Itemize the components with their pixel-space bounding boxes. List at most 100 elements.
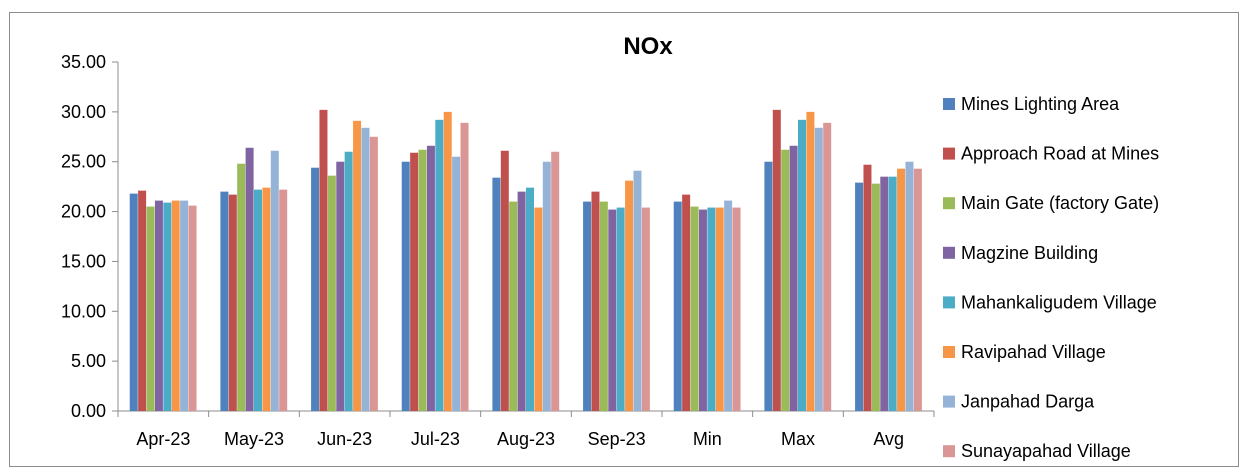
bar [336,161,345,411]
bar [880,176,889,411]
bar [888,176,897,411]
bar [798,119,806,411]
bar [625,180,634,411]
y-tick-label: 15.00 [61,251,106,271]
bar [138,190,147,411]
bar [492,177,501,411]
bar [764,161,773,411]
bar [279,189,288,411]
bar [361,127,370,411]
bar [517,191,526,411]
bar [715,207,724,411]
bar [871,183,880,411]
y-tick-label: 25.00 [61,152,106,172]
legend-swatch [943,98,955,110]
legend-swatch [943,296,955,309]
bar [814,127,823,411]
legend-swatch [943,147,955,160]
bar [781,149,790,411]
legend-label: Janpahad Darga [961,392,1095,412]
bar [418,149,427,411]
bar [180,200,189,411]
bar [673,201,682,411]
bar [410,152,419,412]
x-tick-label: Jul-23 [411,429,460,449]
bar [534,207,543,411]
bar [188,205,197,411]
tick-labels: 0.00 5.00 10.00 15.00 20.00 25.00 30.00 35.00 Ap… [61,52,904,449]
bar [608,209,617,411]
legend: Mines Lighting Area Approach Road at Mine… [943,94,1159,461]
bar [452,156,461,411]
legend-label: Mahankaligudem Village [961,292,1157,312]
bar [146,206,155,411]
chart-title: NOx [623,33,673,60]
bar [344,151,353,412]
legend-swatch [943,246,955,259]
y-tick-label: 10.00 [61,301,106,321]
bar [526,187,534,411]
bar [698,209,707,411]
bar [327,175,336,411]
bar [772,109,781,412]
legend-label: Approach Road at Mines [961,144,1159,164]
y-tick-label: 30.00 [61,102,106,122]
x-tick-label: Max [781,429,815,449]
y-tick-label: 0.00 [71,401,106,421]
bar [707,207,716,411]
bar [599,201,608,411]
x-tick-label: Avg [873,429,904,449]
bar [353,120,362,411]
bar [311,167,320,411]
bar [220,191,229,411]
bar [616,207,625,411]
bar [789,145,798,411]
bar [633,170,642,411]
bar [254,189,262,411]
bar [228,194,237,411]
bar [641,207,650,411]
legend-swatch [943,445,955,458]
bar [732,207,741,411]
legend-label: Magzine Building [961,243,1098,263]
bar [551,151,560,412]
bar [509,201,518,411]
x-tick-label: Min [693,429,722,449]
bar [591,191,600,411]
bar [319,109,328,412]
bar [690,206,699,411]
x-tick-label: Apr-23 [136,429,190,449]
bar [806,111,815,412]
bar [129,193,138,411]
bar [913,168,922,411]
bar [401,161,410,411]
bar [435,119,444,411]
bar [369,136,378,412]
legend-label: Ravipahad Village [961,342,1106,362]
bar [905,161,914,411]
bar [855,182,864,411]
bar [237,163,246,411]
bar [897,168,906,411]
legend-swatch [943,197,955,210]
bar [500,150,509,411]
bar [863,164,872,411]
bar [443,111,452,412]
bar [724,200,733,411]
bar [460,122,469,411]
y-tick-label: 20.00 [61,202,106,222]
x-tick-label: Jun-23 [317,429,372,449]
bar [542,161,551,411]
bar [171,200,180,411]
bar [583,201,592,411]
y-tick-label: 35.00 [61,52,106,72]
bar [270,150,279,411]
bar [163,202,172,411]
y-tick-label: 5.00 [71,351,106,371]
x-tick-label: May-23 [224,429,284,449]
bar [245,147,254,411]
legend-swatch [943,395,955,408]
legend-label: Sunayapahad Village [961,441,1131,461]
legend-swatch [943,346,955,358]
bar [154,200,163,411]
